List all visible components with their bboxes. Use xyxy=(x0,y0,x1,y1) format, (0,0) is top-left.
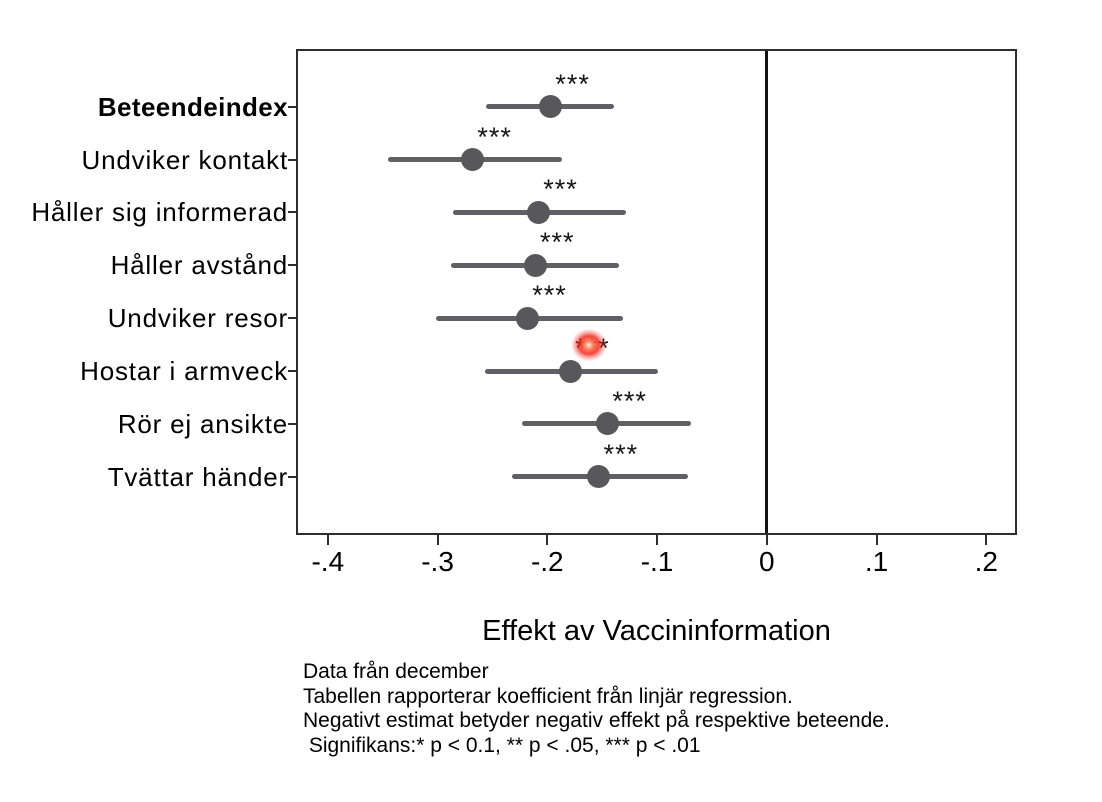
y-tick xyxy=(288,211,297,214)
y-axis-label: Håller avstånd xyxy=(110,250,288,281)
significance-stars: *** xyxy=(532,280,567,311)
x-tick xyxy=(436,535,439,545)
notes-block: Data från december Tabellen rapporterar … xyxy=(303,660,890,758)
y-tick xyxy=(288,370,297,372)
y-axis-label: Undviker resor xyxy=(107,303,288,334)
significance-stars: *** xyxy=(477,121,512,152)
x-tick-label: -.2 xyxy=(530,546,564,577)
x-axis-title: Effekt av Vaccininformation xyxy=(482,615,831,647)
significance-stars: *** xyxy=(603,438,639,469)
y-axis-label: Tvättar händer xyxy=(107,461,288,492)
x-tick xyxy=(985,535,988,545)
estimate-dot xyxy=(461,148,485,172)
estimate-dot xyxy=(558,359,582,383)
estimate-dot xyxy=(516,306,540,330)
y-axis-label: Beteendeindex xyxy=(97,91,288,122)
significance-stars: *** xyxy=(539,227,575,258)
estimate-dot xyxy=(596,412,620,436)
y-axis-label: Undviker kontakt xyxy=(81,144,288,175)
estimate-dot xyxy=(527,200,551,224)
x-tick xyxy=(546,535,549,545)
y-tick xyxy=(288,475,297,478)
estimate-dot xyxy=(539,95,563,119)
x-tick xyxy=(326,535,329,545)
y-tick xyxy=(288,158,297,161)
significance-stars: *** xyxy=(612,385,647,416)
x-tick-label: 0 xyxy=(758,546,775,577)
x-tick-label: .2 xyxy=(974,546,998,577)
y-tick xyxy=(288,264,297,267)
x-tick-label: -.3 xyxy=(421,546,454,577)
x-tick-label: .1 xyxy=(864,546,889,577)
y-axis-label: Hostar i armveck xyxy=(80,356,288,386)
y-axis-label: Håller sig informerad xyxy=(31,197,288,228)
x-tick-label: -.4 xyxy=(311,546,345,577)
y-tick xyxy=(288,105,297,108)
x-tick xyxy=(875,535,878,545)
y-axis-label: Rör ej ansikte xyxy=(117,408,288,439)
estimate-dot xyxy=(587,465,611,489)
significance-stars: *** xyxy=(555,68,590,99)
estimate-dot xyxy=(523,253,547,277)
note-line: Negativt estimat betyder negativ effekt … xyxy=(303,709,890,733)
zero-reference-line xyxy=(765,51,769,533)
y-tick xyxy=(288,317,297,320)
x-tick xyxy=(765,535,768,545)
note-line: Tabellen rapporterar koefficient från li… xyxy=(303,684,793,708)
plot-area xyxy=(296,49,1017,535)
significance-stars: *** xyxy=(575,333,610,363)
significance-stars: *** xyxy=(543,174,578,205)
note-line: Data från december xyxy=(303,660,489,683)
note-line: Signifikans:* p < 0.1, ** p < .05, *** p… xyxy=(303,733,701,757)
x-tick-label: -.1 xyxy=(640,546,674,577)
x-tick xyxy=(656,535,659,545)
y-tick xyxy=(288,422,297,425)
